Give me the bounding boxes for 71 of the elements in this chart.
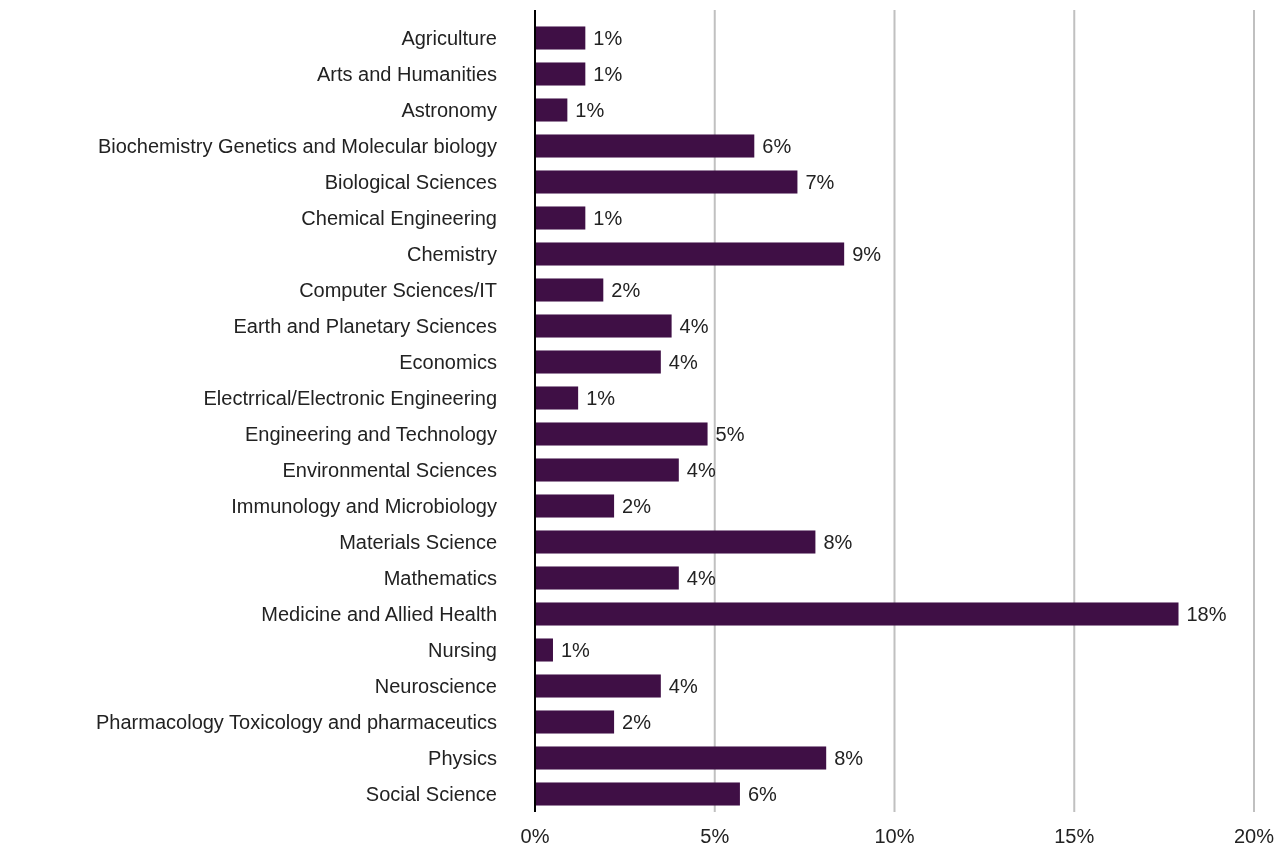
bar [535,422,708,446]
bar [535,62,586,86]
y-tick-label: Physics [428,747,497,769]
bar [535,674,661,698]
y-tick-label: Arts and Humanities [316,63,497,85]
data-label: 5% [715,423,745,445]
bar [535,710,615,734]
bar [535,602,1179,626]
data-label: 1% [593,27,623,49]
data-label: 1% [586,387,616,409]
data-label: 7% [805,171,835,193]
data-label: 4% [686,567,716,589]
y-tick-label: Environmental Sciences [282,459,497,481]
bar [535,242,845,266]
data-label: 8% [823,531,853,553]
y-tick-label: Neuroscience [374,675,497,697]
y-tick-label: Medicine and Allied Health [261,603,497,625]
bar [535,638,553,662]
data-label: 9% [852,243,882,265]
x-tick-label: 5% [700,825,730,847]
x-tick-label: 10% [874,825,915,847]
bar [535,350,661,374]
bar [535,98,568,122]
y-tick-label: Chemical Engineering [301,207,497,229]
y-tick-label: Social Science [365,783,497,805]
bar [535,530,816,554]
y-tick-label: Engineering and Technology [244,423,497,445]
bar [535,134,755,158]
data-label: 2% [611,279,641,301]
data-label: 1% [575,99,605,121]
data-label: 6% [762,135,792,157]
bar [535,458,679,482]
bar [535,566,679,590]
y-tick-label: Materials Science [339,531,497,553]
y-tick-label: Mathematics [383,567,497,589]
data-label: 4% [668,351,698,373]
y-tick-label: Computer Sciences/IT [299,279,497,301]
bar [535,782,740,806]
bar [535,386,579,410]
y-tick-label: Agriculture [401,27,497,49]
y-tick-label: Electrrical/Electronic Engineering [203,387,497,409]
data-label: 6% [747,783,778,805]
bar [535,314,672,338]
x-tick-label: 20% [1233,825,1275,847]
y-tick-label: Immunology and Microbiology [231,495,497,517]
data-label: 8% [834,747,864,769]
data-label: 2% [622,711,652,733]
bar [535,494,615,518]
bar [535,170,798,194]
y-tick-label: Pharmacology Toxicology and pharmaceutics [96,711,497,733]
data-label: 4% [686,459,716,481]
data-label: 1% [593,63,623,85]
data-label: 1% [560,639,591,661]
y-tick-label: Earth and Planetary Sciences [233,315,497,337]
y-tick-label: Nursing [428,639,497,661]
y-tick-label: Astronomy [401,99,497,121]
x-tick-label: 0% [520,825,550,847]
data-label: 1% [593,207,623,229]
data-label: 4% [679,315,709,337]
data-label: 18% [1186,603,1227,625]
bar [535,746,827,770]
y-tick-label: Biological Sciences [324,171,497,193]
bar [535,278,604,302]
data-label: 2% [622,495,652,517]
data-label: 4% [668,675,698,697]
y-tick-label: Economics [399,351,497,373]
y-tick-label: Biochemistry Genetics and Molecular biology [97,135,497,157]
bar [535,206,586,230]
y-tick-label: Chemistry [406,243,497,265]
x-tick-label: 15% [1054,825,1095,847]
bar [535,26,586,50]
